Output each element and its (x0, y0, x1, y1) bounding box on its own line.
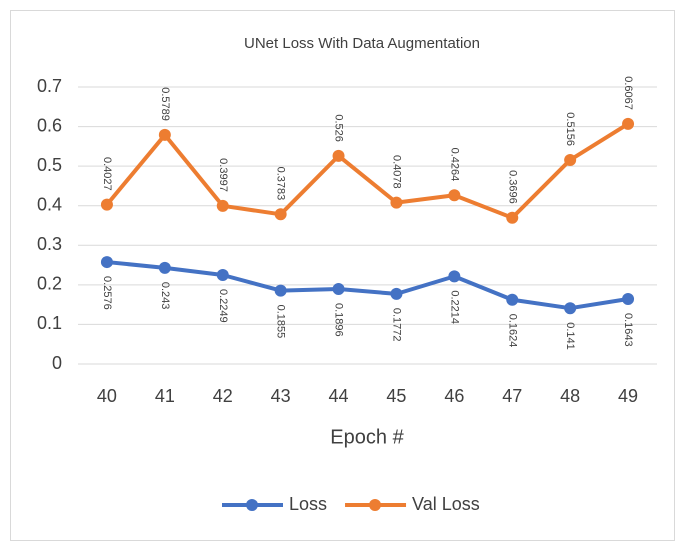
data-label: 0.4027 (101, 157, 113, 191)
y-tick-label: 0.3 (37, 234, 62, 254)
data-label: 0.2249 (217, 289, 229, 323)
data-point (216, 269, 229, 282)
x-tick-label: 41 (155, 386, 175, 406)
x-tick-label: 45 (386, 386, 406, 406)
y-tick-label: 0.7 (37, 76, 62, 96)
series-line (106, 260, 629, 311)
data-label: 0.1643 (622, 313, 634, 347)
data-point (332, 282, 345, 295)
data-label: 0.141 (564, 322, 576, 350)
y-tick-label: 0.1 (37, 313, 62, 333)
data-label: 0.2214 (448, 290, 460, 324)
legend-label: Val Loss (412, 494, 480, 514)
data-label: 0.4078 (391, 155, 403, 189)
data-label: 0.2576 (101, 276, 113, 310)
data-label: 0.1896 (333, 303, 345, 337)
data-label: 0.526 (333, 114, 345, 142)
y-tick-label: 0.5 (37, 155, 62, 175)
data-label: 0.6067 (622, 76, 634, 110)
data-label: 0.1624 (506, 314, 518, 348)
x-tick-label: 42 (213, 386, 233, 406)
data-point (274, 284, 287, 297)
data-point (100, 256, 113, 269)
x-tick-label: 49 (618, 386, 638, 406)
legend-label: Loss (289, 494, 327, 514)
y-tick-label: 0.2 (37, 274, 62, 294)
data-point (506, 211, 519, 224)
x-tick-label: 40 (97, 386, 117, 406)
data-point (564, 302, 577, 315)
legend-marker (369, 499, 382, 511)
chart-frame (10, 10, 675, 541)
x-tick-label: 44 (329, 386, 349, 406)
chart-title: UNet Loss With Data Augmentation (244, 35, 480, 52)
data-point (622, 117, 635, 130)
data-point (158, 128, 171, 141)
y-tick-label: 0.4 (37, 194, 62, 214)
data-label: 0.243 (159, 282, 171, 310)
x-tick-label: 47 (502, 386, 522, 406)
x-tick-label: 48 (560, 386, 580, 406)
data-point (390, 287, 403, 300)
data-point (506, 293, 519, 306)
legend-marker (246, 499, 258, 511)
data-point (564, 153, 577, 166)
data-label: 0.3997 (217, 158, 229, 192)
data-label: 0.3783 (275, 167, 287, 201)
data-label: 0.1772 (391, 308, 403, 342)
data-label: 0.1855 (275, 305, 287, 339)
y-tick-label: 0.6 (37, 115, 62, 135)
data-point (622, 292, 635, 305)
data-label: 0.5156 (564, 112, 576, 146)
data-point (216, 199, 229, 212)
data-point (332, 149, 345, 162)
series-line (105, 122, 630, 220)
data-label: 0.5789 (159, 87, 171, 121)
data-point (448, 189, 461, 202)
data-label: 0.4264 (448, 148, 460, 182)
y-tick-label: 0 (52, 353, 62, 373)
x-tick-label: 46 (444, 386, 464, 406)
x-axis-title: Epoch # (330, 426, 404, 448)
data-point (274, 208, 287, 221)
data-point (100, 198, 113, 211)
x-tick-label: 43 (271, 386, 291, 406)
data-point (448, 270, 461, 283)
data-label: 0.3696 (506, 170, 518, 204)
data-point (390, 196, 403, 209)
data-point (158, 261, 171, 274)
